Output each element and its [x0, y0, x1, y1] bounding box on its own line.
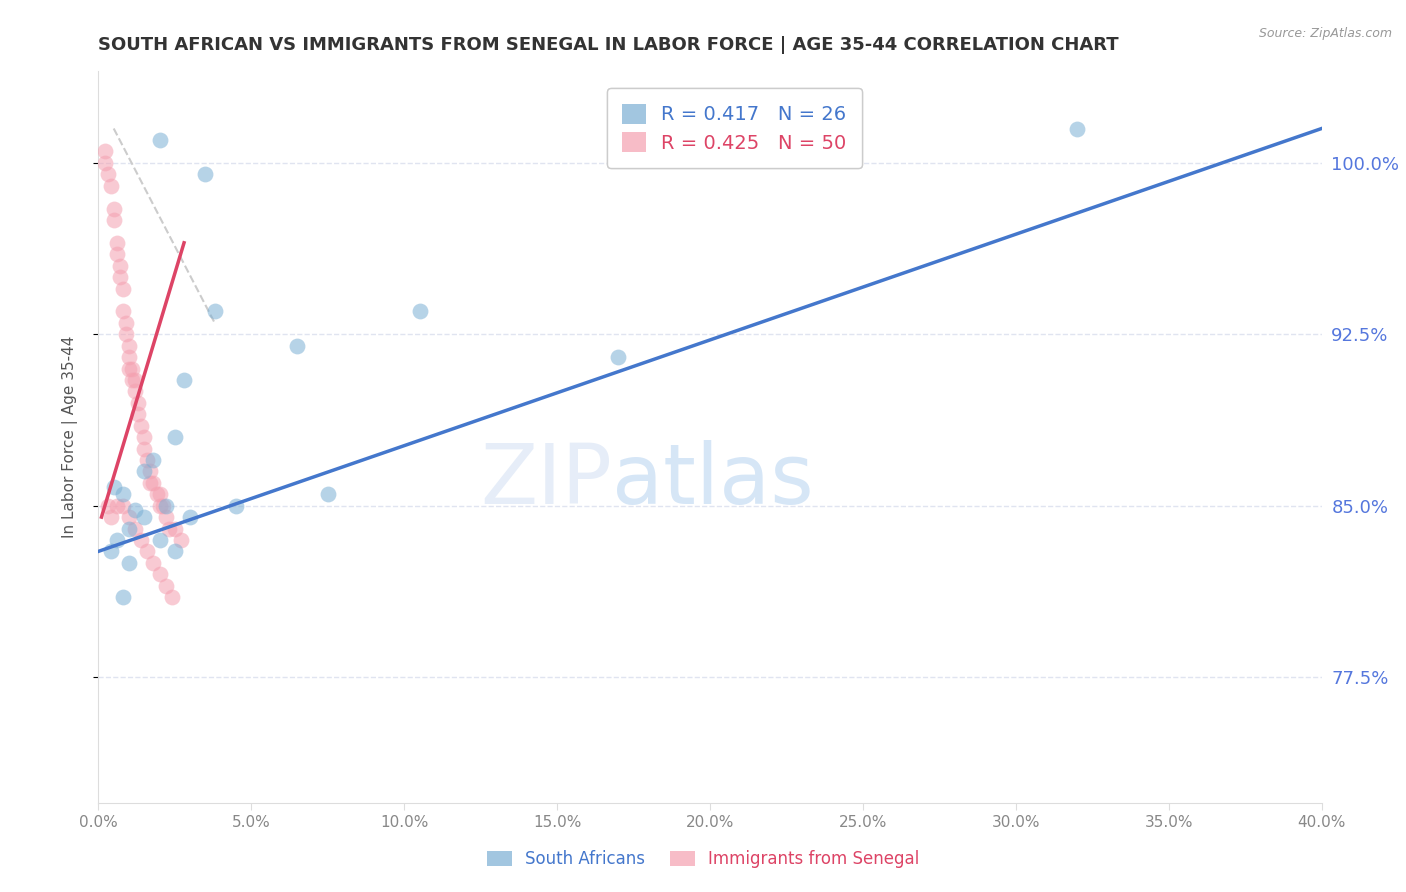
- Point: [124, 384, 146, 399]
- Point: [139, 464, 162, 478]
- Text: ZIP: ZIP: [481, 441, 612, 522]
- Point: [105, 235, 128, 250]
- Point: [204, 304, 226, 318]
- Point: [408, 304, 430, 318]
- Point: [160, 590, 183, 604]
- Point: [103, 480, 125, 494]
- Point: [142, 556, 165, 570]
- Point: [173, 373, 195, 387]
- Point: [316, 487, 339, 501]
- Point: [142, 453, 165, 467]
- Point: [118, 510, 141, 524]
- Point: [163, 544, 186, 558]
- Legend: South Africans, Immigrants from Senegal: South Africans, Immigrants from Senegal: [479, 844, 927, 875]
- Point: [134, 442, 156, 456]
- Point: [93, 155, 115, 169]
- Point: [127, 407, 149, 421]
- Point: [225, 499, 247, 513]
- Point: [124, 503, 146, 517]
- Point: [149, 499, 172, 513]
- Text: SOUTH AFRICAN VS IMMIGRANTS FROM SENEGAL IN LABOR FORCE | AGE 35-44 CORRELATION : SOUTH AFRICAN VS IMMIGRANTS FROM SENEGAL…: [98, 36, 1119, 54]
- Point: [111, 590, 134, 604]
- Point: [115, 316, 138, 330]
- Point: [152, 499, 174, 513]
- Point: [163, 521, 186, 535]
- Point: [118, 556, 141, 570]
- Point: [100, 544, 122, 558]
- Point: [105, 533, 128, 547]
- Point: [111, 281, 134, 295]
- Point: [127, 396, 149, 410]
- Point: [108, 259, 131, 273]
- Point: [134, 510, 156, 524]
- Point: [170, 533, 193, 547]
- Text: atlas: atlas: [612, 441, 814, 522]
- Point: [149, 567, 172, 582]
- Point: [157, 521, 180, 535]
- Point: [115, 327, 138, 342]
- Point: [194, 167, 217, 181]
- Point: [149, 133, 172, 147]
- Point: [155, 579, 177, 593]
- Point: [149, 533, 172, 547]
- Point: [129, 533, 152, 547]
- Point: [118, 350, 141, 364]
- Point: [124, 521, 146, 535]
- Point: [97, 499, 120, 513]
- Point: [136, 453, 159, 467]
- Point: [103, 213, 125, 227]
- Point: [145, 487, 167, 501]
- Point: [139, 475, 162, 490]
- Point: [111, 304, 134, 318]
- Point: [100, 510, 122, 524]
- Text: Source: ZipAtlas.com: Source: ZipAtlas.com: [1258, 27, 1392, 40]
- Point: [129, 418, 152, 433]
- Point: [136, 544, 159, 558]
- Point: [149, 487, 172, 501]
- Point: [97, 167, 120, 181]
- Point: [118, 338, 141, 352]
- Legend: R = 0.417   N = 26, R = 0.425   N = 50: R = 0.417 N = 26, R = 0.425 N = 50: [607, 88, 862, 169]
- Point: [121, 373, 143, 387]
- Point: [124, 373, 146, 387]
- Point: [103, 202, 125, 216]
- Point: [111, 487, 134, 501]
- Point: [155, 499, 177, 513]
- Point: [607, 350, 630, 364]
- Point: [108, 270, 131, 285]
- Point: [134, 464, 156, 478]
- Point: [134, 430, 156, 444]
- Y-axis label: In Labor Force | Age 35-44: In Labor Force | Age 35-44: [62, 336, 77, 538]
- Point: [93, 145, 115, 159]
- Point: [118, 361, 141, 376]
- Point: [142, 475, 165, 490]
- Point: [163, 430, 186, 444]
- Point: [155, 510, 177, 524]
- Point: [285, 338, 308, 352]
- Point: [100, 178, 122, 193]
- Point: [179, 510, 201, 524]
- Point: [105, 499, 128, 513]
- Point: [105, 247, 128, 261]
- Point: [121, 361, 143, 376]
- Point: [1066, 121, 1088, 136]
- Point: [118, 521, 141, 535]
- Point: [111, 499, 134, 513]
